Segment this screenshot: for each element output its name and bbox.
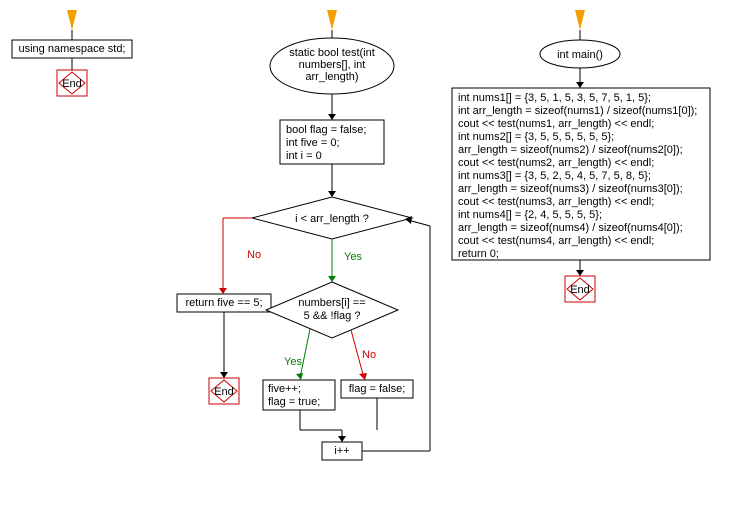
main-func-text: int main(): [557, 49, 603, 61]
yesbranch-l2: flag = true;: [268, 396, 320, 408]
no-label-2: No: [362, 349, 376, 361]
body-2: cout << test(nums1, arr_length) << endl;: [458, 118, 654, 130]
left-column: using namespace std; End: [12, 10, 132, 96]
init-l2: int five = 0;: [286, 137, 340, 149]
body-11: cout << test(nums4, arr_length) << endl;: [458, 235, 654, 247]
end-label-right: End: [570, 284, 590, 296]
no-label-1: No: [247, 249, 261, 261]
loop-cond-text: i < arr_length ?: [295, 213, 369, 225]
stmt-text-left: using namespace std;: [18, 43, 125, 55]
func-l3: arr_length): [305, 71, 358, 83]
end-node-right: End: [565, 276, 595, 302]
middle-column: static bool test(int numbers[], int arr_…: [177, 10, 430, 460]
body-6: int nums3[] = {3, 5, 2, 5, 4, 5, 7, 5, 8…: [458, 170, 651, 182]
yes-label-2: Yes: [284, 356, 302, 368]
nobranch-text: flag = false;: [349, 383, 406, 395]
body-8: cout << test(nums3, arr_length) << endl;: [458, 196, 654, 208]
body-4: arr_length = sizeof(nums2) / sizeof(nums…: [458, 144, 683, 156]
body-12: return 0;: [458, 248, 499, 260]
flowchart-canvas: using namespace std; End static bool tes…: [0, 0, 731, 510]
inner-l1: numbers[i] ==: [298, 297, 365, 309]
body-1: int arr_length = sizeof(nums1) / sizeof(…: [458, 105, 697, 117]
func-l1: static bool test(int: [289, 47, 375, 59]
end-label-mid: End: [214, 386, 234, 398]
init-l1: bool flag = false;: [286, 124, 366, 136]
body-9: int nums4[] = {2, 4, 5, 5, 5, 5};: [458, 209, 602, 221]
yesbranch-l1: five++;: [268, 383, 301, 395]
yes-label-1: Yes: [344, 251, 362, 263]
entry-arrow-right: [575, 10, 585, 30]
incr-text: i++: [334, 445, 349, 457]
body-7: arr_length = sizeof(nums3) / sizeof(nums…: [458, 183, 683, 195]
right-column: int main() int nums1[] = {3, 5, 1, 5, 3,…: [452, 10, 710, 302]
func-l2: numbers[], int: [299, 59, 366, 71]
body-3: int nums2[] = {3, 5, 5, 5, 5, 5, 5};: [458, 131, 614, 143]
init-l3: int i = 0: [286, 150, 322, 162]
entry-arrow-left: [67, 10, 77, 30]
return-text: return five == 5;: [185, 297, 262, 309]
end-node-left: End: [57, 70, 87, 96]
body-10: arr_length = sizeof(nums4) / sizeof(nums…: [458, 222, 683, 234]
body-5: cout << test(nums2, arr_length) << endl;: [458, 157, 654, 169]
end-node-mid: End: [209, 378, 239, 404]
entry-arrow-mid: [327, 10, 337, 30]
inner-l2: 5 && !flag ?: [304, 310, 361, 322]
body-0: int nums1[] = {3, 5, 1, 5, 3, 5, 7, 5, 1…: [458, 92, 651, 104]
end-label-left: End: [62, 78, 82, 90]
